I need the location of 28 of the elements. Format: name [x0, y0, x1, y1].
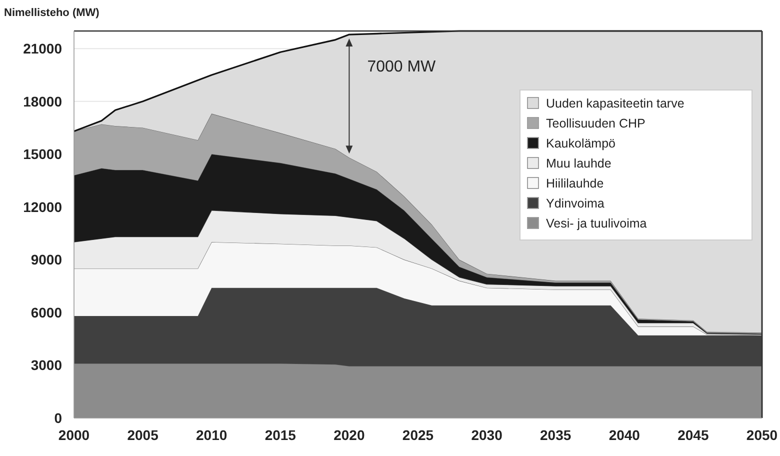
x-tick-label: 2040: [608, 427, 640, 443]
legend-label: Kaukolämpö: [546, 136, 616, 150]
y-tick-label: 3000: [30, 357, 62, 374]
x-tick-label: 2035: [540, 427, 572, 443]
x-tick-label: 2015: [264, 427, 296, 443]
legend-label: Hiililauhde: [546, 176, 604, 190]
legend-label: Ydinvoima: [546, 196, 604, 210]
y-tick-label: 9000: [30, 252, 62, 268]
x-tick-label: 2025: [402, 427, 434, 443]
legend-label: Vesi- ja tuulivoima: [546, 216, 647, 230]
legend-label: Muu lauhde: [546, 156, 612, 170]
y-tick-label: 15000: [23, 146, 62, 162]
y-tick-label: 6000: [30, 304, 62, 320]
x-tick-label: 2020: [334, 427, 365, 443]
y-tick-label: 0: [54, 410, 62, 426]
y-tick-label: 12000: [23, 198, 62, 215]
x-tick-label: 2005: [127, 427, 159, 443]
x-tick-label: 2030: [471, 427, 503, 443]
y-tick-label: 18000: [23, 93, 62, 110]
y-tick-label: 21000: [23, 40, 62, 56]
x-tick-label: 2010: [196, 427, 228, 443]
x-tick-label: 2045: [678, 427, 709, 443]
x-tick-label: 2050: [746, 427, 778, 443]
x-tick-label: 2000: [58, 427, 90, 443]
legend-label: Teollisuuden CHP: [546, 116, 646, 130]
legend-label: Uuden kapasiteetin tarve: [546, 96, 684, 110]
y-axis-title: Nimellisteho (MW): [4, 7, 100, 19]
annotation: 7000 MW: [367, 58, 437, 76]
